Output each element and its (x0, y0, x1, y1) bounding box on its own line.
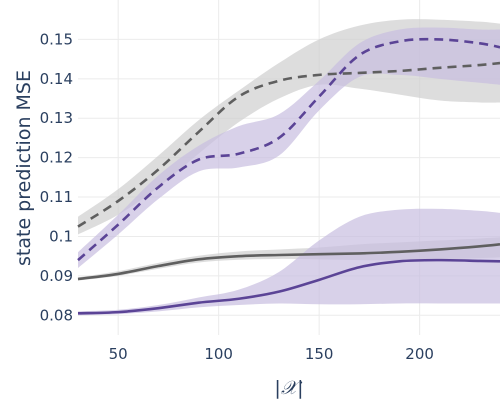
y-tick-label: 0.1 (49, 227, 73, 245)
x-axis-title: |𝒳| (274, 377, 303, 399)
confidence-band-purple-solid (78, 208, 500, 316)
y-tick-label: 0.13 (40, 109, 73, 127)
x-tick-label: 150 (305, 345, 334, 363)
confidence-bands (78, 19, 500, 316)
y-tick-labels: 0.08 0.09 0.1 0.11 0.12 0.13 0.14 0.15 (40, 30, 73, 324)
y-tick-label: 0.15 (40, 30, 73, 48)
series-line-gray-dashed (77, 61, 500, 228)
confidence-band-purple-dashed (78, 27, 500, 268)
y-tick-label: 0.14 (40, 70, 73, 88)
series-line-purple-solid (77, 258, 500, 315)
series-line-purple-dashed (77, 37, 500, 262)
x-tick-label: 50 (109, 345, 128, 363)
y-tick-label: 0.11 (40, 188, 73, 206)
y-axis-title: state prediction MSE (13, 70, 35, 266)
y-tick-label: 0.09 (40, 267, 73, 285)
x-tick-label: 200 (405, 345, 434, 363)
x-tick-labels: 50 100 150 200 (109, 345, 434, 363)
series-lines (77, 37, 500, 315)
y-tick-label: 0.08 (40, 306, 73, 324)
series-line-gray-solid (77, 243, 500, 281)
y-tick-label: 0.12 (40, 149, 73, 167)
x-tick-label: 100 (204, 345, 233, 363)
